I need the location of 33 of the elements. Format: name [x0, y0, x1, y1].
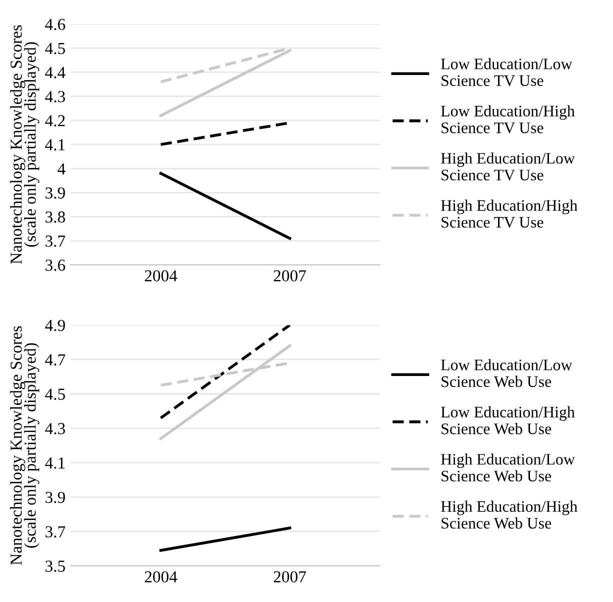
x-tick-label: 2007: [274, 270, 306, 282]
y-tick-label: 4.7: [45, 354, 66, 366]
y-axis-title: Nanotechnology Knowledge Scores (scale only partially displayed): [10, 25, 40, 264]
y-tick-label: 3.7: [46, 526, 66, 538]
legend-label: Low Education/Low Science TV Use: [441, 58, 572, 86]
y-tick-label: 4.4: [45, 67, 66, 78]
y-tick-label: 3.6: [46, 260, 66, 271]
y-tick-label: 4.2: [45, 115, 65, 126]
y-tick-label: 4.1: [45, 139, 65, 150]
y-tick-label: 4.5: [45, 42, 65, 54]
y-tick-label: 4.1: [45, 457, 65, 469]
y-tick-label: 4.6: [45, 18, 66, 30]
y-tick-label: 4: [58, 163, 66, 174]
y-tick-label: 3.5: [46, 560, 65, 572]
y-tick-label: 3.8: [46, 211, 65, 223]
y-tick-label: 4.3: [45, 91, 65, 102]
y-tick-label: 4.5: [45, 388, 65, 400]
legend-label: High Education/Low Science TV Use: [441, 152, 575, 181]
legend-label: High Education/Low Science Web Use: [441, 453, 575, 482]
y-tick-label: 4.3: [45, 423, 65, 434]
y-tick-label: 3.9: [46, 187, 65, 199]
x-tick-label: 2007: [274, 571, 306, 582]
y-tick-label: 3.7: [46, 236, 66, 247]
y-axis-title: Nanotechnology Knowledge Scores (scale only partially displayed): [10, 326, 40, 565]
legend-label: High Education/High Science TV Use: [441, 200, 578, 228]
x-tick-label: 2004: [144, 270, 178, 282]
legend-label: Low Education/Low Science Web Use: [441, 359, 572, 388]
x-tick-label: 2004: [144, 571, 178, 582]
legend-label: High Education/High Science Web Use: [441, 500, 578, 529]
legend-label: Low Education/High Science TV Use: [441, 105, 575, 134]
legend-label: Low Education/High Science Web Use: [441, 406, 575, 434]
y-tick-label: 4.9: [45, 320, 65, 332]
y-tick-label: 3.9: [46, 492, 65, 504]
